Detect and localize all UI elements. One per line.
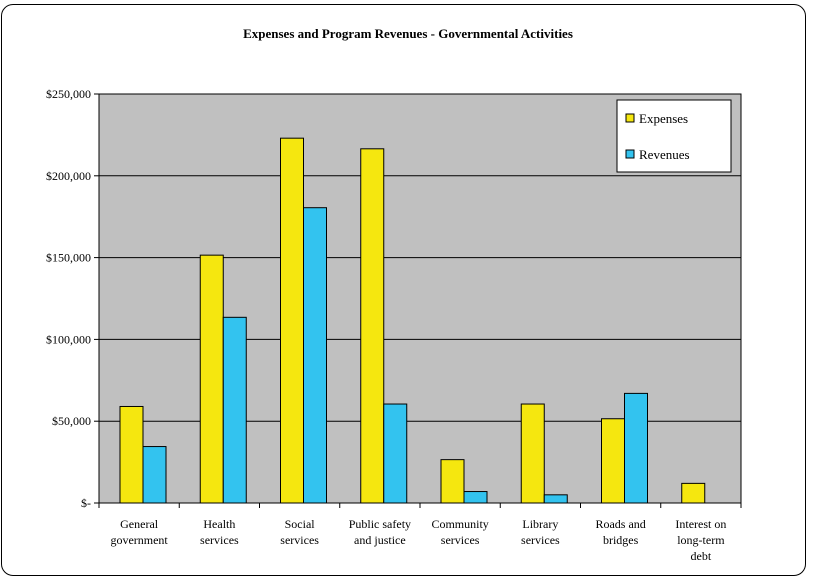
y-tick-label: $- (81, 496, 91, 510)
y-tick-label: $250,000 (46, 87, 91, 101)
bar-revenues (142, 446, 167, 504)
bar-expenses (360, 148, 385, 504)
x-tick-label: Social (285, 517, 316, 531)
bar-expenses (440, 459, 465, 504)
x-tick-label: government (110, 533, 168, 547)
x-tick-label: General (120, 517, 159, 531)
bar-expenses (119, 405, 144, 504)
bar-chart: Expenses and Program Revenues - Governme… (46, 26, 742, 563)
x-tick-label: Community (431, 517, 488, 531)
legend-label-revenues: Revenues (639, 147, 690, 162)
x-tick-label: Health (203, 517, 235, 531)
bar-expenses (681, 482, 706, 504)
bar-expenses (520, 403, 545, 504)
x-tick-label: Public safety (349, 517, 411, 531)
bar-revenues (463, 491, 488, 504)
y-tick-label: $100,000 (46, 332, 91, 346)
bar-revenues (383, 403, 408, 504)
bar-expenses (601, 418, 625, 504)
bar-revenues (303, 207, 327, 504)
x-tick-label: Library (522, 517, 558, 531)
legend-swatch-revenues (625, 149, 635, 159)
x-tick-label: debt (691, 549, 712, 563)
chart-frame: Expenses and Program Revenues - Governme… (1, 4, 806, 576)
x-tick-label: Interest on (675, 517, 726, 531)
bar-revenues (222, 316, 247, 504)
y-tick-label: $50,000 (52, 414, 91, 428)
bar-expenses (199, 254, 224, 504)
legend: Expenses Revenues (616, 99, 732, 173)
x-tick-label: long-term (677, 533, 725, 547)
x-tick-label: bridges (603, 533, 639, 547)
x-tick-label: services (200, 533, 239, 547)
legend-box (616, 99, 732, 173)
bar-revenues (543, 494, 568, 504)
chart-title: Expenses and Program Revenues - Governme… (243, 26, 573, 41)
x-tick-label: services (521, 533, 560, 547)
y-tick-label: $150,000 (46, 251, 91, 265)
x-tick-label: Roads and (595, 517, 645, 531)
y-tick-label: $200,000 (46, 169, 91, 183)
x-tick-label: and justice (354, 533, 406, 547)
legend-swatch-expenses (625, 113, 635, 123)
bar-revenues (624, 392, 648, 504)
x-tick-label: services (441, 533, 480, 547)
bar-expenses (280, 137, 304, 504)
x-tick-label: services (280, 533, 319, 547)
legend-label-expenses: Expenses (639, 111, 688, 126)
